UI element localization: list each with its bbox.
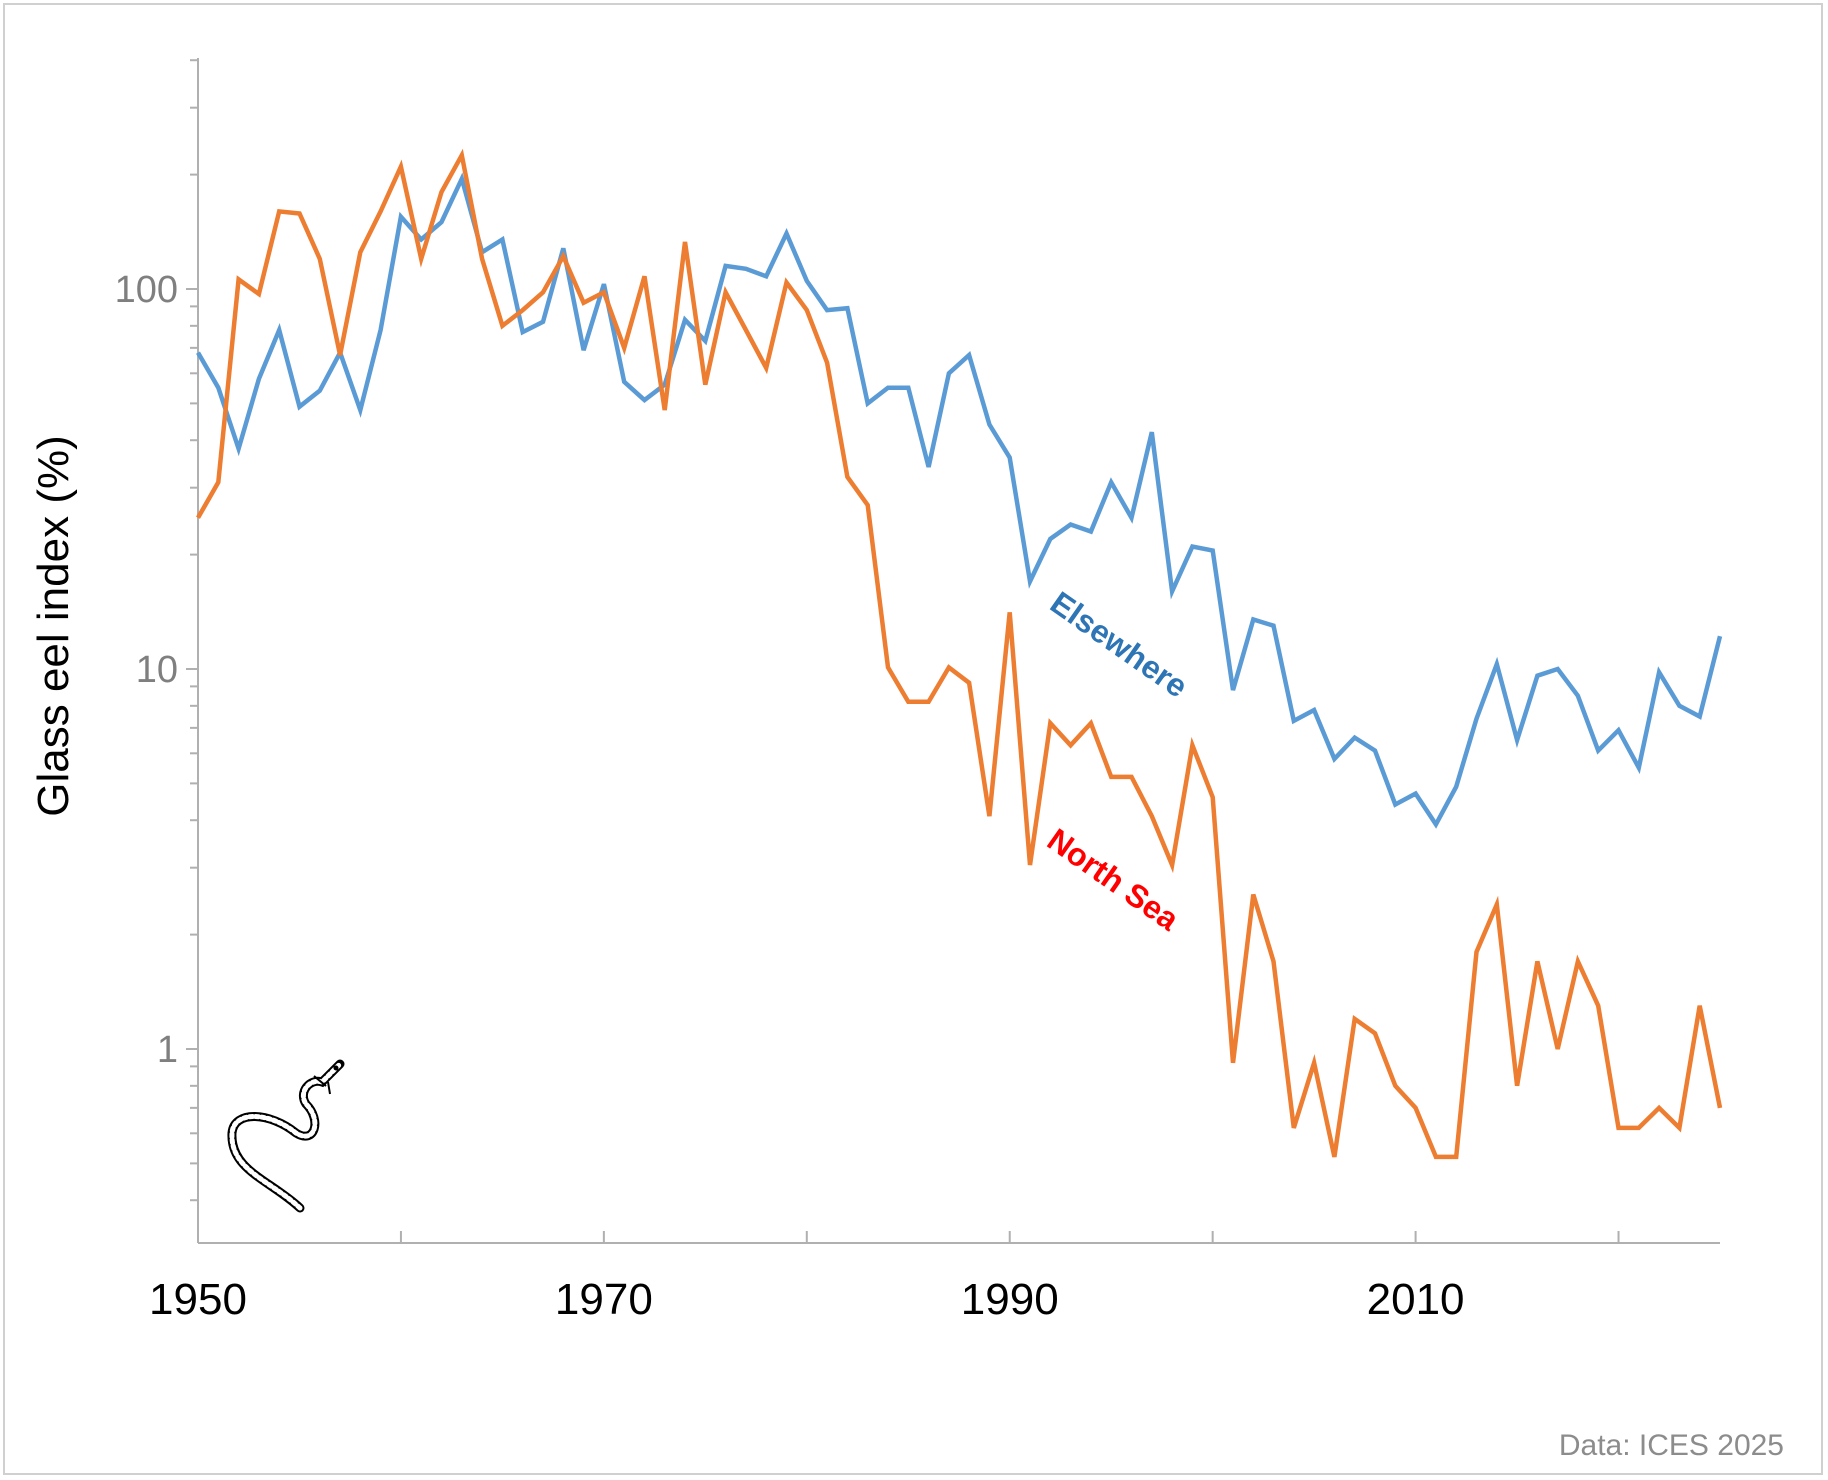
y-axis-label: Glass eel index (%) [29,435,78,816]
eel-icon [227,1059,345,1213]
x-tick-label: 1970 [555,1275,653,1324]
x-tick-label: 1990 [961,1275,1059,1324]
series-line-north-sea [196,148,1723,1160]
axes: 1 10 100 1950 1970 1990 2010 [115,58,1720,1324]
y-tick-label: 1 [157,1029,178,1071]
y-tick-label: 100 [115,269,178,311]
series-label-elsewhere: Elsewhere [1044,584,1194,704]
series-lines [196,148,1723,1160]
series-label-north-sea: North Sea [1041,821,1186,937]
x-tick-label: 1950 [149,1275,247,1324]
x-tick-label: 2010 [1367,1275,1465,1324]
y-tick-label: 10 [136,649,178,691]
data-source-note: Data: ICES 2025 [1559,1429,1784,1462]
series-line-elsewhere [196,172,1723,829]
